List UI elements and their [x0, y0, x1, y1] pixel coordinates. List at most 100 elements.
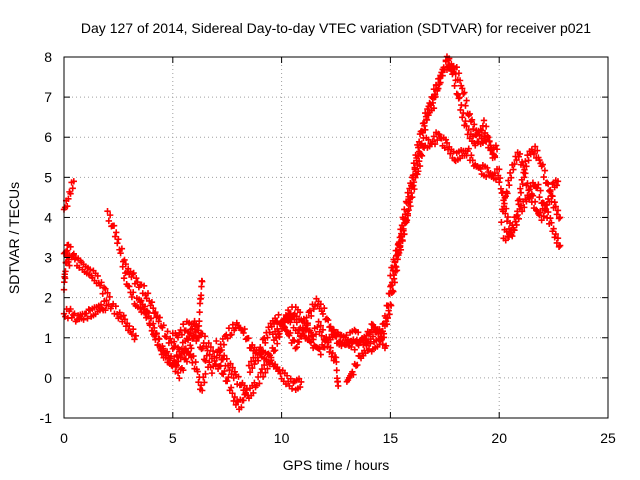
- data-point: [437, 79, 444, 86]
- data-point: [450, 148, 457, 155]
- data-point: [224, 377, 231, 385]
- data-point: [105, 217, 113, 225]
- data-point: [382, 314, 390, 322]
- data-point: [547, 214, 554, 222]
- data-point: [306, 307, 314, 314]
- x-tick-label: 10: [274, 430, 290, 446]
- data-point: [427, 101, 434, 108]
- data-point: [512, 218, 519, 225]
- data-point: [240, 397, 247, 404]
- data-point: [67, 190, 74, 197]
- data-point: [507, 174, 515, 181]
- data-marks: [60, 53, 564, 413]
- data-point: [367, 340, 374, 347]
- data-point: [536, 193, 543, 201]
- x-tick-label: 25: [600, 430, 616, 446]
- data-point: [258, 365, 266, 373]
- data-point: [180, 345, 188, 353]
- data-point: [324, 343, 331, 350]
- data-point: [235, 373, 242, 380]
- data-point: [510, 226, 517, 233]
- data-point: [166, 355, 174, 362]
- data-point: [143, 308, 150, 315]
- series-track-q: [500, 143, 564, 244]
- data-point: [250, 389, 257, 397]
- data-point: [451, 82, 458, 89]
- data-point: [245, 335, 252, 342]
- data-point: [450, 62, 457, 70]
- data-point: [463, 122, 470, 130]
- data-point: [355, 342, 362, 349]
- data-point: [260, 361, 268, 369]
- data-point: [432, 82, 440, 89]
- data-point: [323, 333, 330, 341]
- data-point: [410, 178, 418, 186]
- data-point: [291, 337, 298, 344]
- data-point: [284, 306, 292, 314]
- series-track-p: [498, 149, 562, 226]
- data-point: [157, 347, 165, 354]
- data-point: [153, 329, 160, 337]
- data-point: [546, 187, 553, 195]
- data-point: [130, 269, 137, 277]
- data-point: [408, 182, 415, 189]
- data-point: [262, 339, 269, 346]
- data-point: [333, 367, 340, 374]
- data-point: [300, 315, 307, 323]
- data-point: [552, 230, 559, 238]
- data-point: [420, 134, 427, 142]
- data-point: [180, 321, 187, 328]
- data-point: [406, 196, 413, 203]
- data-point: [276, 330, 283, 337]
- data-point: [190, 332, 197, 340]
- data-point: [482, 123, 490, 130]
- data-point: [104, 208, 111, 215]
- data-point: [421, 122, 428, 130]
- y-tick-labels: -1 0 1 2 3 4 5 6 7 8: [40, 49, 53, 426]
- data-point: [170, 357, 178, 364]
- data-point: [163, 349, 170, 357]
- data-point: [121, 316, 129, 323]
- data-point: [215, 346, 223, 353]
- data-point: [213, 337, 220, 345]
- series-track-d: [60, 297, 110, 325]
- data-point: [294, 329, 302, 337]
- data-point: [543, 179, 551, 186]
- data-point: [133, 274, 140, 282]
- data-point: [537, 187, 544, 194]
- data-point: [348, 343, 355, 351]
- data-point: [246, 368, 254, 376]
- data-point: [119, 263, 126, 270]
- data-point: [492, 176, 500, 183]
- data-point: [191, 326, 199, 333]
- series-track-c: [60, 241, 73, 293]
- data-point: [229, 390, 236, 397]
- data-point: [241, 325, 248, 333]
- data-point: [478, 127, 485, 134]
- data-point: [126, 322, 133, 330]
- data-point: [553, 211, 561, 218]
- data-point: [534, 184, 541, 192]
- data-point: [249, 364, 256, 372]
- data-point: [254, 357, 262, 364]
- data-point: [146, 320, 153, 327]
- series-track-m: [378, 57, 501, 335]
- data-point: [238, 404, 245, 411]
- data-point: [387, 272, 394, 279]
- data-point: [376, 341, 383, 348]
- data-point: [152, 336, 159, 343]
- data-point: [552, 203, 559, 210]
- data-point: [163, 333, 170, 341]
- data-point: [272, 317, 280, 325]
- data-point: [422, 126, 429, 134]
- data-point: [287, 329, 294, 337]
- series-track-l: [343, 129, 503, 385]
- data-point: [409, 174, 417, 181]
- data-point: [159, 343, 166, 350]
- data-point: [288, 385, 296, 392]
- data-point: [271, 347, 279, 354]
- data-point: [516, 150, 524, 158]
- data-point: [424, 110, 432, 117]
- data-point: [367, 329, 374, 336]
- data-point: [266, 329, 273, 336]
